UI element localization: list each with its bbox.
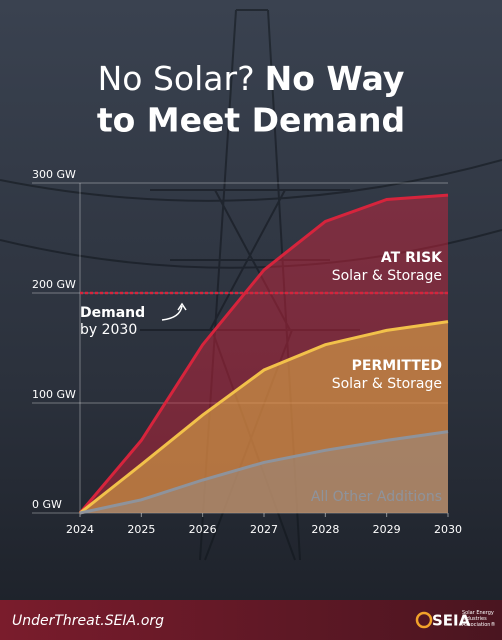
logo-icon xyxy=(415,611,433,629)
tower-silhouette xyxy=(0,9,502,561)
demand-label: Demand xyxy=(80,305,145,321)
x-tick-label: 2028 xyxy=(311,523,339,536)
series-area xyxy=(80,431,448,513)
y-tick-label: 100 GW xyxy=(32,388,76,401)
footer-bar xyxy=(0,600,502,640)
x-tick-label: 2029 xyxy=(373,523,401,536)
series-label: All Other Additions xyxy=(311,489,442,505)
demand-sublabel: by 2030 xyxy=(80,322,137,338)
title-light: No Solar? xyxy=(98,59,255,98)
y-tick-label: 0 GW xyxy=(32,498,62,511)
x-tick-label: 2027 xyxy=(250,523,278,536)
y-tick-label: 200 GW xyxy=(32,278,76,291)
series-area xyxy=(80,321,448,513)
logo-name: SEIA xyxy=(432,612,471,630)
logo-tagline: Solar Energy Industries Association® xyxy=(462,610,496,628)
demand-arrow xyxy=(161,302,187,321)
series-sublabel: Solar & Storage xyxy=(332,268,442,284)
x-tick-label: 2026 xyxy=(189,523,217,536)
title-bold: No Way xyxy=(265,59,405,98)
series-sublabel: Solar & Storage xyxy=(332,376,442,392)
series-label: AT RISK xyxy=(381,250,443,266)
x-tick-label: 2025 xyxy=(127,523,155,536)
title-bold: to Meet Demand xyxy=(97,101,405,140)
y-tick-label: 300 GW xyxy=(32,168,76,181)
series-line xyxy=(79,320,449,515)
series-line xyxy=(79,430,449,515)
x-tick-label: 2030 xyxy=(434,523,462,536)
x-tick-label: 2024 xyxy=(66,523,94,536)
plot-area: 0 GW 100 GW 200 GW 300 GW 2024 2025 2026 2027 20… xyxy=(32,168,462,536)
series-line xyxy=(78,193,449,514)
series-label: PERMITTED xyxy=(352,358,442,374)
chart-title: No Solar? No Way xyxy=(98,59,405,98)
footer-url[interactable]: UnderThreat.SEIA.org xyxy=(12,613,164,629)
